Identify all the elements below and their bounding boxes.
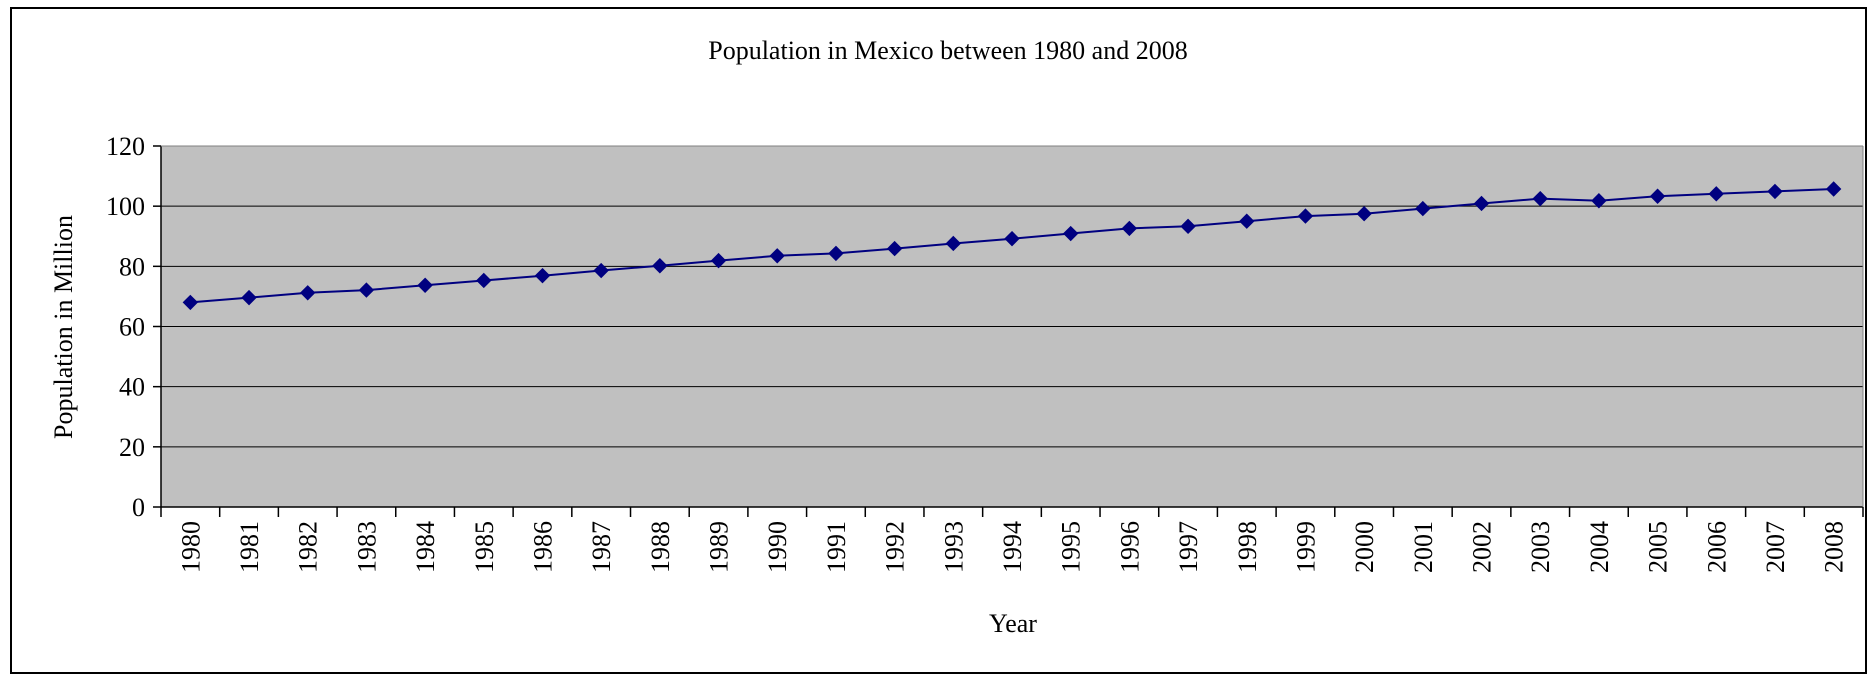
marker-2006 [1708,186,1724,202]
marker-1990 [769,248,785,264]
x-tick-label-1986: 1986 [528,521,557,573]
marker-2001 [1415,200,1431,217]
y-tick-label-40: 40 [119,373,145,402]
marker-1984 [417,277,433,293]
x-tick-label-1985: 1985 [470,521,499,573]
x-tick-label-2006: 2006 [1702,521,1731,573]
y-tick-label-120: 120 [106,132,145,161]
x-tick-label-1983: 1983 [352,521,381,573]
x-tick-label-1994: 1994 [998,521,1027,573]
x-tick-label-1998: 1998 [1233,521,1262,573]
y-tick-label-100: 100 [106,192,145,221]
marker-1986 [534,267,551,284]
marker-1999 [1297,208,1314,224]
x-tick-label-1996: 1996 [1115,521,1144,573]
x-tick-label-1993: 1993 [939,521,968,573]
x-tick-label-1991: 1991 [822,521,851,573]
x-axis-label: Year [989,609,1037,638]
x-tick-label-1999: 1999 [1291,521,1320,573]
x-tick-labels: 1980 1981 1982 1983 1984 1985 1986 1987 1988 1989… [176,521,1848,573]
series-markers [182,181,1842,311]
y-tick-label-60: 60 [119,313,145,342]
marker-1989 [710,252,727,269]
marker-1980 [182,294,199,311]
marker-2007 [1767,183,1783,200]
marker-1983 [358,282,375,298]
x-tick-label-1987: 1987 [587,521,616,573]
x-tick-label-1982: 1982 [294,521,323,573]
marker-1981 [241,289,257,306]
x-tick-label-1988: 1988 [646,521,675,573]
y-tick-labels: 0 20 40 60 80 100 120 [106,132,145,522]
x-tick-label-2000: 2000 [1350,521,1379,573]
marker-1985 [476,272,492,289]
x-tick-label-2005: 2005 [1644,521,1673,573]
x-tick-label-2003: 2003 [1526,521,1555,573]
marker-1995 [1062,225,1079,242]
marker-2002 [1473,195,1490,212]
axes [153,145,1864,517]
marker-2008 [1825,181,1842,197]
marker-1988 [652,258,668,274]
marker-2003 [1532,190,1548,207]
x-tick-label-1990: 1990 [763,521,792,573]
x-tick-label-2002: 2002 [1468,521,1497,573]
x-tick-label-1997: 1997 [1174,521,1203,573]
marker-1991 [828,245,844,262]
x-tick-label-1984: 1984 [411,521,440,573]
x-tick-label-1980: 1980 [176,521,205,573]
marker-1993 [945,235,962,252]
x-tick-label-2001: 2001 [1409,521,1438,573]
marker-1987 [593,262,609,279]
marker-1982 [300,285,316,301]
marker-2000 [1356,205,1372,222]
marker-1996 [1121,220,1138,237]
marker-1994 [1004,230,1020,247]
x-tick-label-2007: 2007 [1761,521,1790,573]
marker-1998 [1239,213,1255,229]
x-tick-label-2008: 2008 [1820,521,1849,573]
chart-title: Population in Mexico between 1980 and 20… [708,36,1187,65]
x-tick-label-1981: 1981 [235,521,264,573]
x-tick-label-1992: 1992 [881,521,910,573]
marker-1997 [1180,218,1196,235]
y-tick-label-20: 20 [119,433,145,462]
x-tick-label-1995: 1995 [1057,521,1086,573]
marker-2005 [1649,188,1666,204]
y-tick-label-0: 0 [132,493,145,522]
marker-2004 [1591,193,1607,209]
x-tick-label-2004: 2004 [1585,521,1614,573]
marker-1992 [886,240,903,257]
y-axis-label: Population in Million [49,215,78,439]
x-tick-label-1989: 1989 [705,521,734,573]
y-tick-label-80: 80 [119,252,145,281]
